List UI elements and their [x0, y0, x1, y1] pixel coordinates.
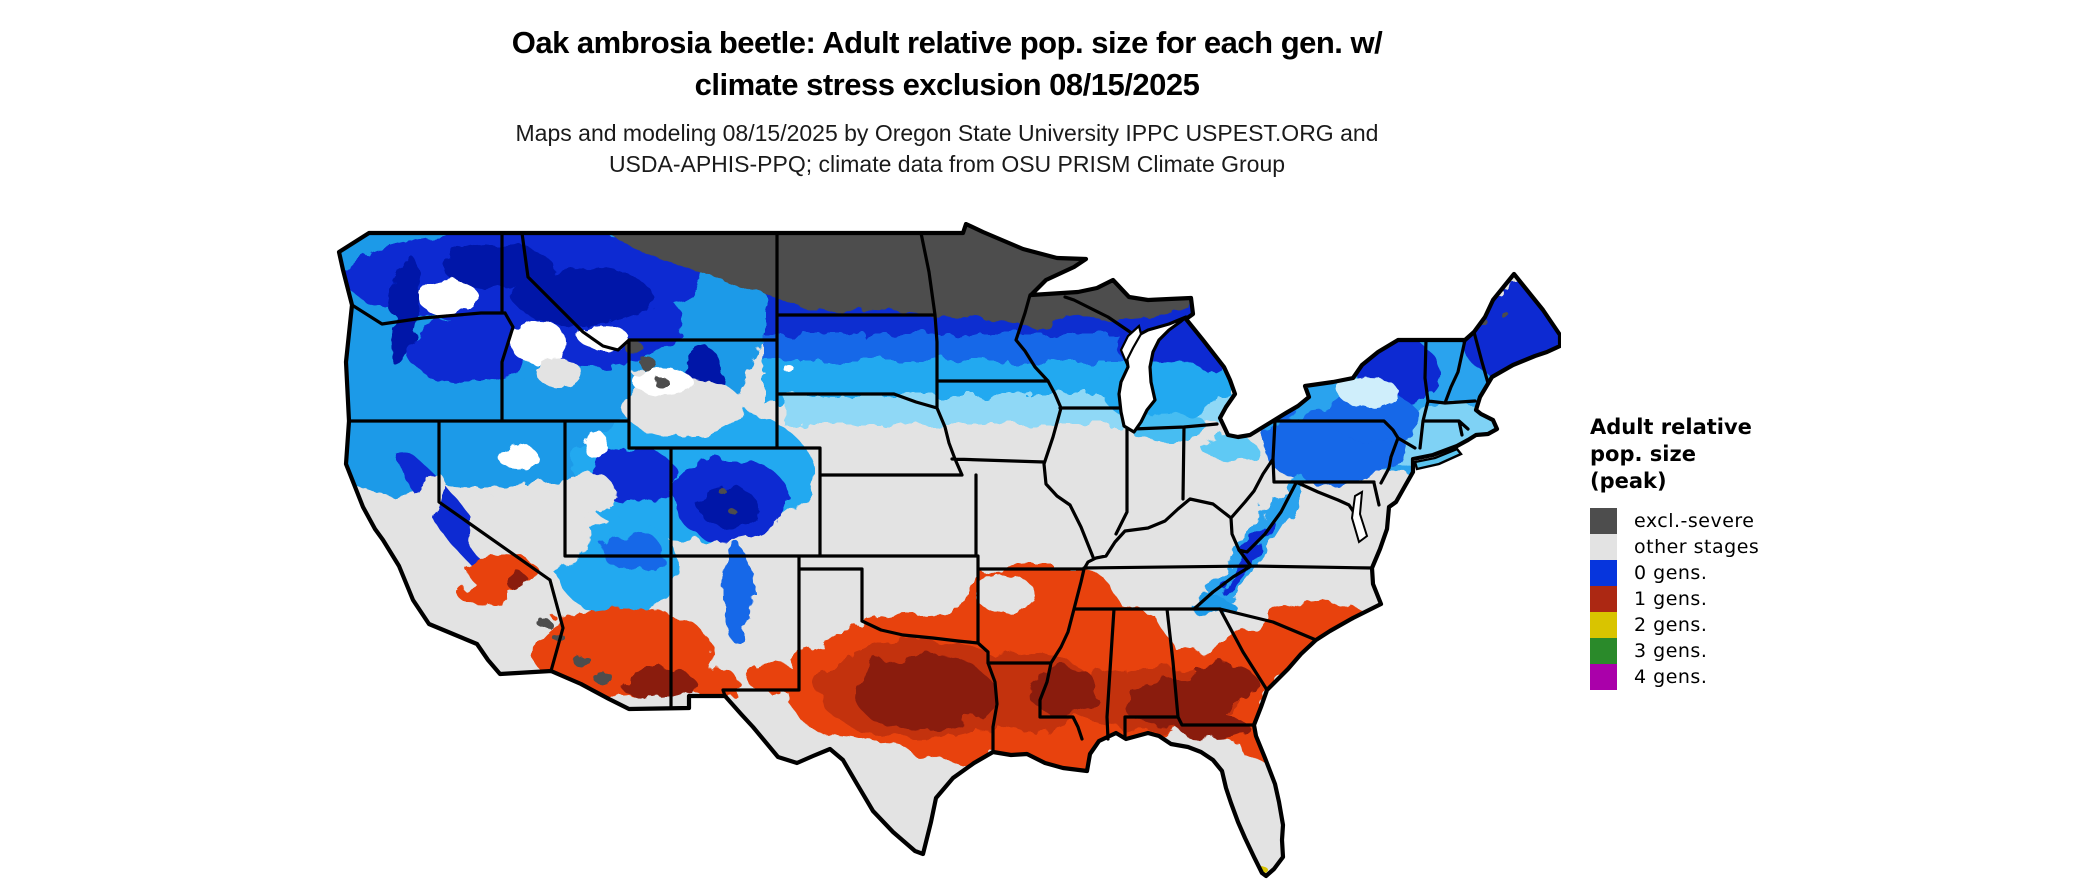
legend-item-3-gens: 3 gens. — [1590, 638, 1870, 664]
legend-item-0-gens: 0 gens. — [1590, 560, 1870, 586]
us-map-svg — [336, 221, 1563, 879]
legend-item-1-gens: 1 gens. — [1590, 586, 1870, 612]
lake-michigan — [1117, 315, 1188, 434]
page-title: Oak ambrosia beetle: Adult relative pop.… — [333, 22, 1561, 106]
legend-swatch — [1590, 508, 1617, 534]
us-outline — [336, 221, 1563, 879]
legend-label: 2 gens. — [1634, 614, 1708, 636]
legend-item-2-gens: 2 gens. — [1590, 612, 1870, 638]
legend-label: 0 gens. — [1634, 562, 1708, 584]
legend-title-line-1: Adult relative — [1590, 415, 1752, 439]
us-map — [333, 221, 1563, 892]
legend-label: 4 gens. — [1634, 666, 1708, 688]
legend: Adult relative pop. size (peak) excl.-se… — [1590, 414, 1870, 690]
chesapeake-bay — [1350, 490, 1369, 544]
subtitle: Maps and modeling 08/15/2025 by Oregon S… — [333, 118, 1561, 180]
legend-swatch — [1590, 638, 1617, 664]
long-island — [1413, 447, 1463, 471]
state-borders — [347, 231, 1490, 754]
legend-swatch — [1590, 560, 1617, 586]
legend-item-excl-severe: excl.-severe — [1590, 508, 1870, 534]
legend-item-other-stages: other stages — [1590, 534, 1870, 560]
legend-label: other stages — [1634, 536, 1760, 558]
title-line-1: Oak ambrosia beetle: Adult relative pop.… — [511, 25, 1383, 60]
legend-label: excl.-severe — [1634, 510, 1755, 532]
subtitle-line-2: USDA-APHIS-PPQ; climate data from OSU PR… — [608, 151, 1286, 177]
valley-carveouts — [386, 279, 1398, 577]
legend-swatch — [1590, 612, 1617, 638]
legend-label: 3 gens. — [1634, 640, 1708, 662]
legend-title-line-3: (peak) — [1590, 469, 1667, 493]
legend-label: 1 gens. — [1634, 588, 1708, 610]
green-bay — [1119, 323, 1143, 365]
legend-swatch — [1590, 664, 1617, 690]
gens1-red-regions — [458, 554, 1370, 782]
title-line-2: climate stress exclusion 08/15/2025 — [694, 67, 1200, 102]
subtitle-line-1: Maps and modeling 08/15/2025 by Oregon S… — [515, 120, 1379, 146]
legend-item-4-gens: 4 gens. — [1590, 664, 1870, 690]
legend-rows: excl.-severe other stages 0 gens. 1 gens… — [1590, 508, 1870, 690]
legend-title-line-2: pop. size — [1590, 442, 1696, 466]
gens2-yellow-spots — [1227, 866, 1268, 876]
legend-swatch — [1590, 534, 1617, 560]
legend-swatch — [1590, 586, 1617, 612]
gray-over-red — [777, 576, 1275, 864]
